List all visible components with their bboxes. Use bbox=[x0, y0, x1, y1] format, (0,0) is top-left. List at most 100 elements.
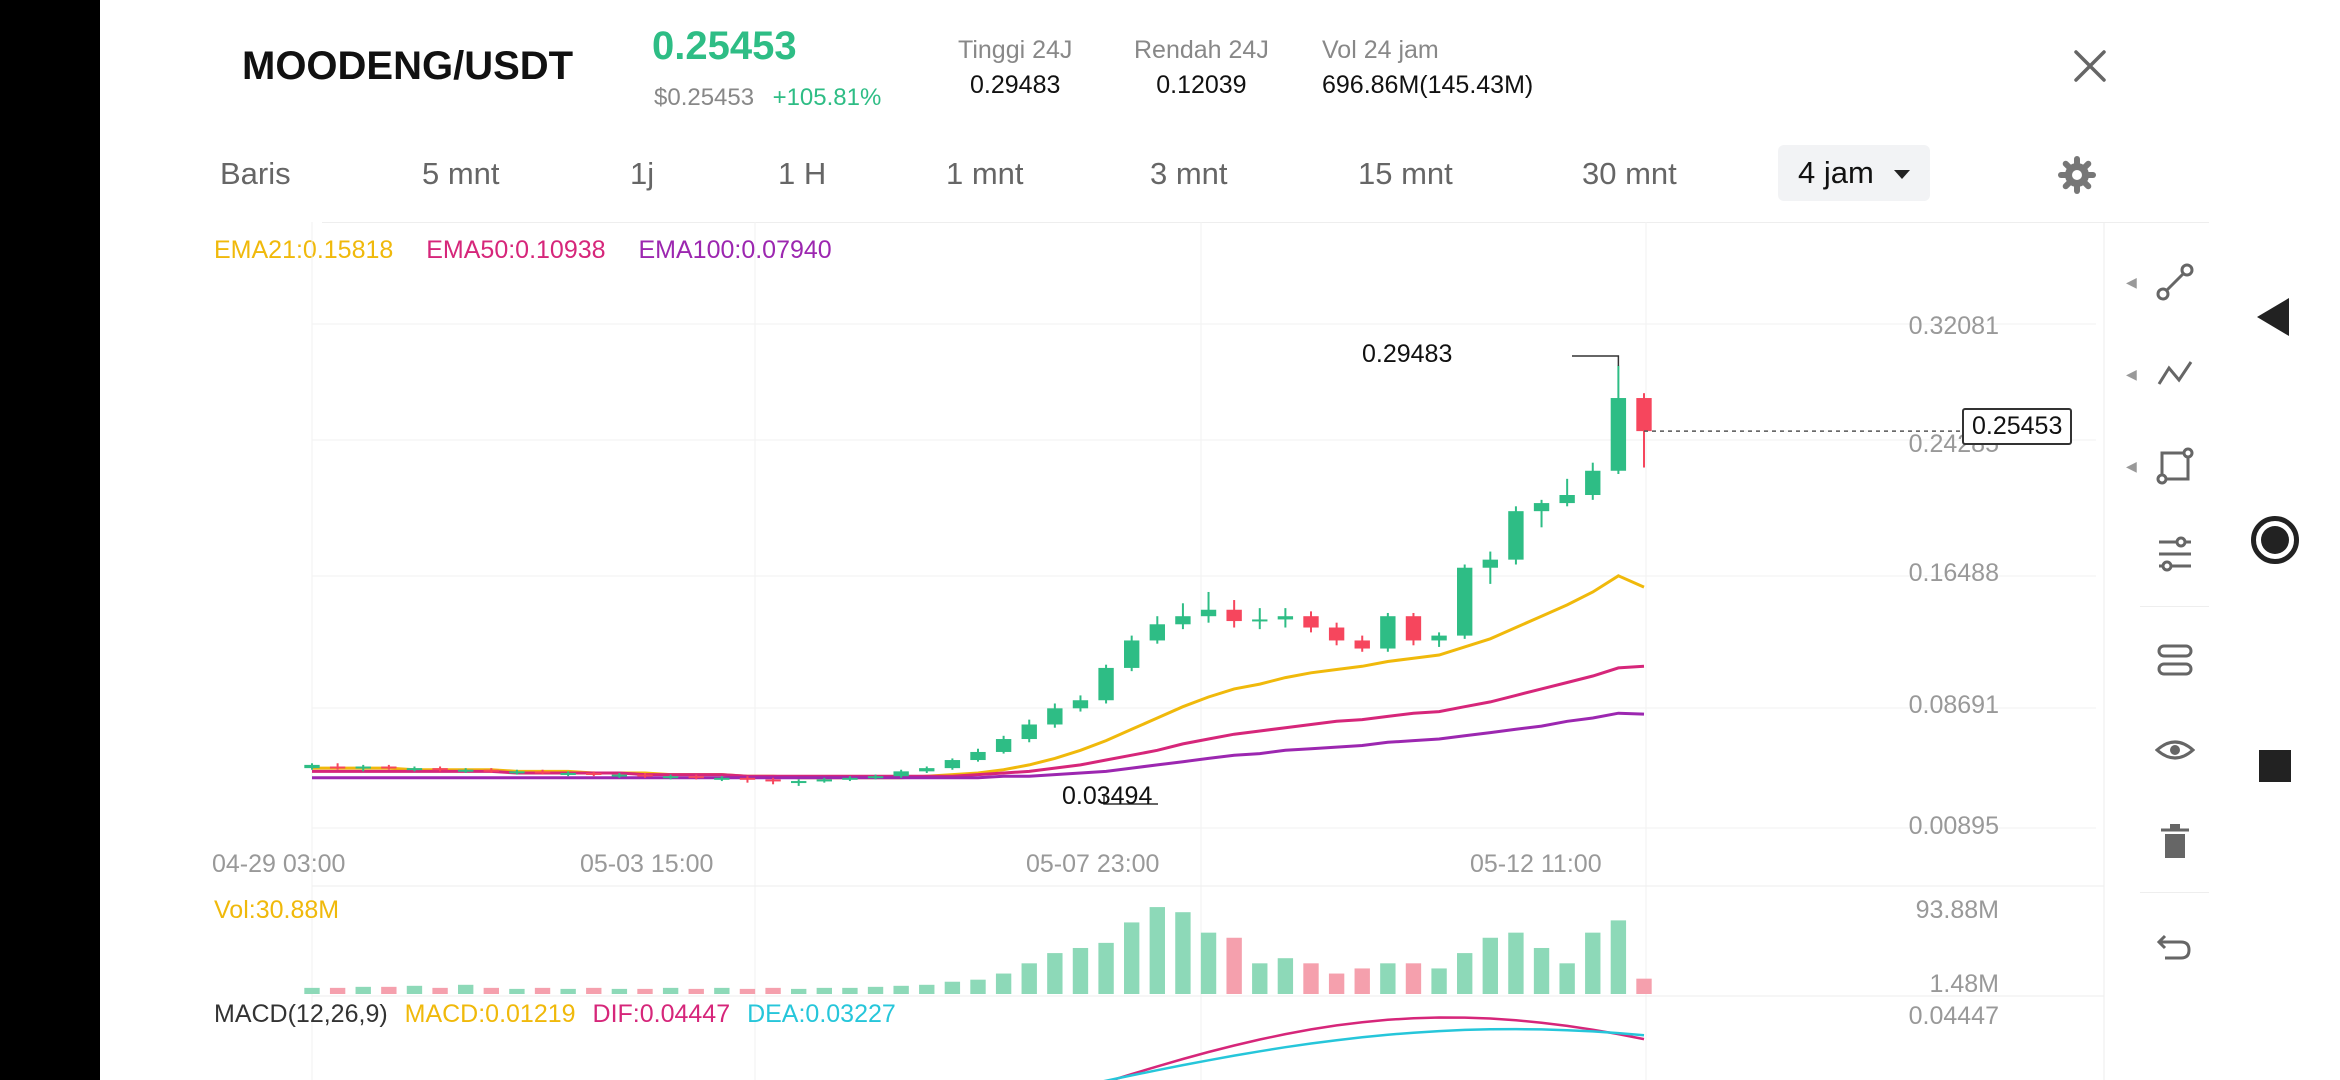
candle-body bbox=[1354, 640, 1370, 649]
volume-bar bbox=[1457, 953, 1473, 994]
tab-1j[interactable]: 1j bbox=[630, 156, 655, 191]
close-icon[interactable] bbox=[2072, 48, 2108, 84]
candle-body bbox=[893, 771, 909, 777]
low-label: 0.03494 bbox=[1062, 782, 1153, 810]
candle-body bbox=[1175, 616, 1191, 625]
home-icon[interactable] bbox=[2251, 516, 2299, 564]
stat-value: 0.29483 bbox=[970, 71, 1061, 99]
toolbar-divider bbox=[2140, 892, 2209, 893]
candle-body bbox=[1610, 398, 1627, 471]
macd-legend: MACD(12,26,9) MACD:0.01219 DIF:0.04447 D… bbox=[214, 1000, 896, 1029]
volume-bar bbox=[560, 988, 576, 994]
volume-bar bbox=[1482, 937, 1498, 994]
recents-icon[interactable] bbox=[2259, 750, 2291, 782]
expand-arrow-icon: ◀ bbox=[2126, 274, 2137, 290]
tab-baris[interactable]: Baris bbox=[220, 156, 291, 191]
candle-body bbox=[1047, 708, 1063, 725]
tab-3m[interactable]: 3 mnt bbox=[1150, 156, 1228, 191]
candle-body bbox=[714, 777, 730, 780]
stat-high: Tinggi 24J 0.29483 bbox=[958, 36, 1072, 100]
volume-bar bbox=[662, 987, 679, 994]
last-price: 0.25453 bbox=[652, 24, 797, 68]
candle-body bbox=[1021, 724, 1037, 740]
stat-volume: Vol 24 jam 696.86M(145.43M) bbox=[1322, 36, 1533, 100]
volume-bar bbox=[714, 987, 730, 994]
volume-bar bbox=[637, 988, 653, 994]
trash-icon[interactable] bbox=[2155, 822, 2195, 862]
volume-bar bbox=[919, 984, 935, 994]
macd-title: MACD(12,26,9) bbox=[214, 1000, 388, 1028]
tab-4h-selected[interactable]: 4 jam bbox=[1778, 145, 1931, 201]
dif-value: DIF:0.04447 bbox=[592, 1000, 731, 1028]
volume-tick: 93.88M bbox=[1915, 896, 1999, 924]
volume-bar bbox=[816, 987, 832, 994]
volume-bar bbox=[1354, 968, 1370, 994]
candle-body bbox=[458, 769, 474, 772]
volume-bar bbox=[791, 988, 807, 994]
candlestick-chart[interactable] bbox=[100, 0, 2209, 1080]
link-tool-icon[interactable] bbox=[2155, 640, 2195, 680]
tab-1h[interactable]: 1 H bbox=[778, 156, 827, 191]
price-sub: $0.25453 +105.81% bbox=[654, 84, 881, 112]
volume-bar bbox=[944, 981, 961, 994]
volume-bar bbox=[509, 988, 525, 994]
volume-bar bbox=[304, 987, 320, 994]
time-tick: 04-29 03:00 bbox=[212, 850, 346, 878]
wave-tool-icon[interactable] bbox=[2155, 354, 2195, 394]
candle-body bbox=[1585, 470, 1601, 496]
undo-icon[interactable] bbox=[2155, 926, 2195, 966]
price-change: +105.81% bbox=[772, 84, 882, 111]
gear-icon[interactable] bbox=[2058, 156, 2096, 194]
tab-1m[interactable]: 1 mnt bbox=[946, 156, 1024, 191]
candle-body bbox=[1149, 624, 1165, 641]
expand-arrow-icon: ◀ bbox=[2126, 366, 2137, 382]
candle-body bbox=[1457, 567, 1473, 636]
tab-30m[interactable]: 30 mnt bbox=[1582, 156, 1677, 191]
candles bbox=[304, 355, 1962, 805]
volume-bars bbox=[304, 907, 1652, 994]
candle-body bbox=[1533, 503, 1550, 512]
shape-tool-icon[interactable] bbox=[2155, 446, 2195, 486]
candle-body bbox=[1508, 511, 1524, 560]
candle-body bbox=[534, 771, 551, 774]
ema50-label: EMA50:0.10938 bbox=[426, 236, 606, 264]
system-nav-bar bbox=[2209, 0, 2340, 1080]
candle-body bbox=[1380, 616, 1396, 649]
candle-body bbox=[1328, 627, 1345, 641]
volume-bar bbox=[1200, 932, 1217, 994]
back-icon[interactable] bbox=[2257, 298, 2289, 336]
trendline-tool-icon[interactable] bbox=[2155, 262, 2195, 302]
volume-bar bbox=[611, 988, 628, 994]
eye-icon[interactable] bbox=[2155, 730, 2195, 770]
ema-legend: EMA21:0.15818 EMA50:0.10938 EMA100:0.079… bbox=[214, 236, 832, 265]
candle-body bbox=[1252, 619, 1268, 622]
volume-bar bbox=[1124, 922, 1140, 994]
candle-body bbox=[688, 776, 704, 779]
price-tick: 0.16488 bbox=[1908, 559, 1999, 587]
volume-bar bbox=[1533, 947, 1550, 994]
stat-label: Tinggi 24J bbox=[958, 36, 1073, 64]
tab-5m[interactable]: 5 mnt bbox=[422, 156, 500, 191]
volume-bar bbox=[842, 987, 858, 994]
macd-tick: 0.04447 bbox=[1908, 1002, 1999, 1030]
volume-bar bbox=[1380, 963, 1396, 994]
candle-body bbox=[662, 776, 679, 779]
candle-body bbox=[432, 768, 448, 771]
indicator-settings-icon[interactable] bbox=[2155, 534, 2195, 574]
candle-body bbox=[1098, 667, 1114, 701]
volume-bar bbox=[483, 987, 499, 994]
volume-bar bbox=[1559, 963, 1575, 994]
volume-bar bbox=[867, 986, 884, 994]
volume-bar bbox=[534, 987, 551, 994]
stat-low: Rendah 24J 0.12039 bbox=[1134, 36, 1269, 100]
time-tick: 05-07 23:00 bbox=[1026, 850, 1160, 878]
stat-label: Vol 24 jam bbox=[1322, 36, 1439, 64]
dif-line bbox=[1108, 1016, 1645, 1080]
volume-bar bbox=[1047, 953, 1063, 994]
candle-body bbox=[381, 766, 397, 769]
tab-15m[interactable]: 15 mnt bbox=[1358, 156, 1453, 191]
candle-body bbox=[739, 777, 756, 780]
ema50-line bbox=[312, 664, 1645, 778]
candle-body bbox=[560, 772, 576, 775]
volume-bar bbox=[739, 988, 756, 994]
